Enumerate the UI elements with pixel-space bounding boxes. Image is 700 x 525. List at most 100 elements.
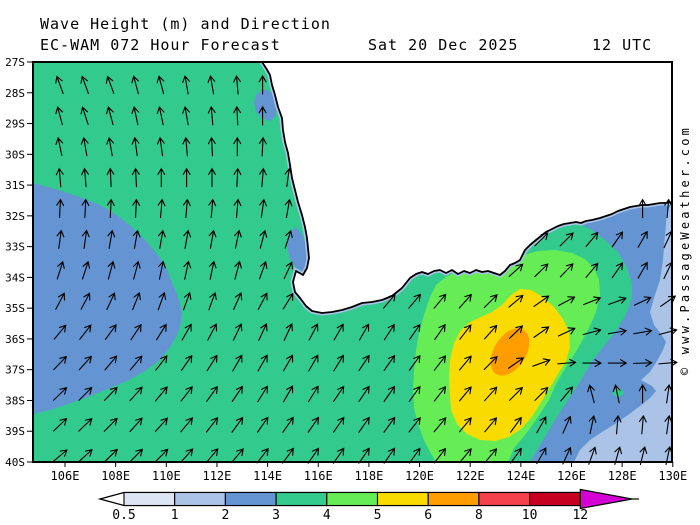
lon-label-110E: 110E <box>152 469 181 483</box>
wave-direction-arrow <box>433 355 447 371</box>
legend-value-8: 8 <box>475 508 483 523</box>
wave-direction-arrow <box>358 416 370 433</box>
wave-direction-arrow <box>208 167 216 188</box>
lat-label-37S: 37S <box>5 364 25 377</box>
wave-direction-arrow <box>333 354 344 372</box>
wave-direction-arrow <box>208 260 217 280</box>
passageweather-watermark: © www.PassageWeather.com <box>678 125 692 375</box>
wave-direction-arrow <box>180 386 193 402</box>
wave-direction-arrow <box>536 447 547 465</box>
wave-direction-arrow <box>55 75 64 95</box>
wave-direction-arrow <box>408 447 421 464</box>
wave-direction-arrow <box>284 198 293 219</box>
wave-direction-arrow <box>307 447 320 464</box>
wave-direction-arrow <box>559 263 574 278</box>
wave-direction-arrow <box>234 229 242 249</box>
contour-1-2m-southeast <box>574 203 672 462</box>
wave-direction-arrow <box>181 323 192 341</box>
lon-label-118E: 118E <box>354 469 383 483</box>
wave-direction-arrow <box>233 292 243 311</box>
wave-direction-arrow <box>638 198 647 219</box>
wave-direction-arrow <box>510 447 522 464</box>
wave-direction-arrow <box>383 447 396 464</box>
wave-direction-arrow <box>79 324 92 340</box>
wave-direction-arrow <box>154 386 168 402</box>
wave-direction-arrow <box>611 231 624 248</box>
wave-direction-arrow <box>207 136 216 157</box>
wave-direction-arrow <box>103 386 118 402</box>
wave-direction-arrow <box>533 295 550 308</box>
wave-direction-arrow <box>258 260 268 280</box>
wave-direction-arrow <box>408 323 421 341</box>
contour-3-4m-spot <box>612 389 624 397</box>
wave-direction-arrow <box>484 448 498 464</box>
wave-direction-arrow <box>233 74 241 95</box>
wave-direction-arrow <box>332 416 345 433</box>
wave-direction-arrow <box>81 229 90 249</box>
wave-direction-arrow <box>103 417 118 432</box>
wave-direction-arrow <box>458 355 472 371</box>
wave-direction-arrow <box>307 385 319 403</box>
wave-direction-arrow <box>157 167 166 188</box>
wave-direction-arrow <box>484 324 498 340</box>
wave-direction-arrow <box>52 449 68 463</box>
wave-direction-arrow <box>508 325 524 340</box>
wave-direction-arrow <box>638 383 647 404</box>
wave-direction-arrow <box>233 136 242 157</box>
wave-direction-arrow <box>80 136 89 157</box>
wave-direction-arrow <box>129 386 143 402</box>
wave-direction-arrow <box>55 136 64 157</box>
wave-direction-arrow <box>258 323 268 341</box>
wave-direction-arrow <box>383 323 395 341</box>
wave-direction-arrow <box>333 385 345 403</box>
wave-direction-arrow <box>56 229 65 249</box>
wave-direction-arrow <box>562 415 572 434</box>
lat-label-36S: 36S <box>5 333 25 346</box>
legend-box-10 <box>529 491 581 507</box>
lon-label-108E: 108E <box>101 469 130 483</box>
wave-direction-arrow <box>259 198 267 219</box>
wave-direction-arrow <box>182 105 190 126</box>
legend-value-10: 10 <box>522 508 538 523</box>
wave-direction-arrow <box>56 260 65 280</box>
legend-value-1: 1 <box>171 508 179 523</box>
wave-direction-arrow <box>259 229 268 249</box>
wave-direction-arrow <box>132 291 141 311</box>
lon-label-130E: 130E <box>658 469 687 483</box>
wave-direction-arrow <box>132 229 141 249</box>
wave-direction-arrow <box>534 386 549 401</box>
lon-label-106E: 106E <box>51 469 80 483</box>
wave-direction-arrow <box>258 136 267 157</box>
wave-direction-arrow <box>52 417 68 432</box>
wave-direction-arrow <box>81 198 90 219</box>
wave-direction-arrow <box>130 323 142 341</box>
wave-direction-arrow <box>106 136 115 157</box>
wave-direction-arrow <box>256 447 269 464</box>
lat-label-31S: 31S <box>5 179 25 192</box>
wave-direction-arrow <box>258 167 267 188</box>
wave-direction-arrow <box>282 354 294 372</box>
wave-direction-arrow <box>508 263 524 277</box>
lon-label-126E: 126E <box>557 469 586 483</box>
wave-direction-arrow <box>78 355 93 371</box>
wave-direction-arrow <box>182 75 190 95</box>
coastal-2-3m-patch-north <box>254 90 277 121</box>
wave-direction-arrow <box>559 232 574 247</box>
wave-direction-arrow <box>182 198 191 219</box>
wave-direction-arrow <box>233 167 242 188</box>
forecast-time: 12 UTC <box>592 36 653 54</box>
wave-direction-arrow <box>180 417 194 433</box>
wave-direction-arrow <box>232 323 243 341</box>
wave-direction-arrow <box>433 293 447 309</box>
wave-direction-arrow <box>131 167 140 188</box>
wave-direction-arrow <box>233 198 242 219</box>
legend-value-5: 5 <box>374 508 382 523</box>
wave-direction-arrow <box>484 386 498 402</box>
wave-direction-arrow <box>55 106 64 126</box>
wave-direction-arrow <box>55 167 64 188</box>
contour-6-8m <box>490 328 530 376</box>
wave-direction-arrow <box>107 229 116 249</box>
wave-direction-arrow <box>587 384 595 404</box>
wave-direction-arrow <box>358 354 370 372</box>
wave-direction-arrow <box>532 358 551 367</box>
